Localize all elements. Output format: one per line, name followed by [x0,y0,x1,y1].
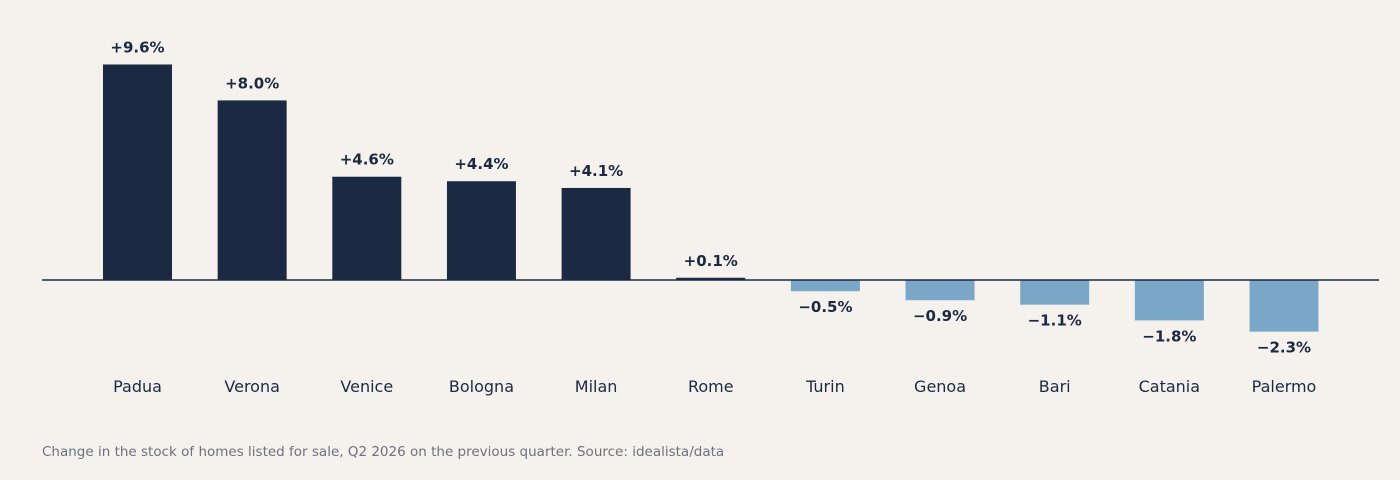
bar-bologna [446,181,516,280]
bar-padua [103,64,172,280]
category-label-venice: Venice [340,377,393,396]
bar-turin [790,280,860,292]
value-label-turin: −0.5% [798,298,852,316]
bar-palermo [1249,280,1319,332]
bar-venice [332,176,402,280]
chart-caption: Change in the stock of homes listed for … [42,444,725,460]
category-label-turin: Turin [805,377,845,396]
category-label-rome: Rome [688,377,734,396]
category-label-bari: Bari [1039,377,1071,396]
category-label-catania: Catania [1139,377,1200,396]
value-label-bari: −1.1% [1028,312,1082,330]
value-label-bologna: +4.4% [454,155,508,173]
bar-rome [676,277,746,280]
value-label-verona: +8.0% [225,74,279,92]
bar-catania [1134,280,1204,321]
category-label-genoa: Genoa [914,377,966,396]
category-label-bologna: Bologna [449,377,514,396]
value-label-rome: +0.1% [684,252,738,270]
category-label-milan: Milan [575,377,618,396]
value-label-genoa: −0.9% [913,307,967,325]
bar-milan [561,187,631,280]
value-label-catania: −1.8% [1142,327,1196,345]
category-label-padua: Padua [113,377,162,396]
category-label-palermo: Palermo [1252,377,1317,396]
bar-bari [1020,280,1090,305]
category-label-verona: Verona [224,377,280,396]
value-label-padua: +9.6% [110,38,164,56]
bar-verona [217,100,287,281]
value-label-venice: +4.6% [340,151,394,169]
category-labels-group: Padua Verona Venice Bologna Milan Rome Turin Ge… [113,377,1316,396]
bars-group [103,64,1319,332]
value-labels-group: +9.6% +8.0% +4.6% +4.4% +4.1% +0.1% −0.5% −0.9%… [110,38,1311,356]
value-label-palermo: −2.3% [1257,339,1311,357]
bar-genoa [905,280,975,301]
value-label-milan: +4.1% [569,162,623,180]
